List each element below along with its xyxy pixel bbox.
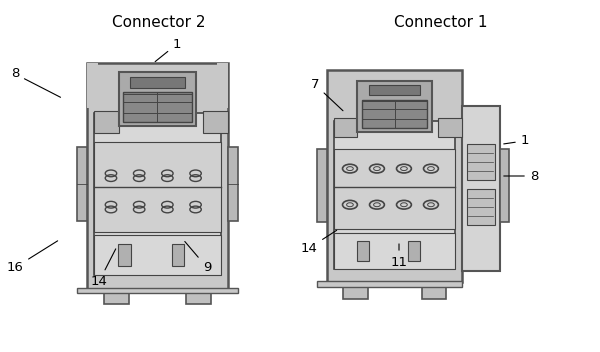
- Text: Connector 2: Connector 2: [112, 15, 206, 30]
- Bar: [94, 142, 221, 232]
- Bar: [358, 81, 431, 132]
- Bar: [124, 92, 191, 122]
- Bar: [462, 106, 500, 271]
- Bar: [408, 241, 420, 261]
- Bar: [334, 121, 455, 269]
- Bar: [467, 189, 495, 225]
- Bar: [203, 111, 228, 133]
- Bar: [228, 147, 238, 221]
- Bar: [357, 241, 369, 261]
- Bar: [104, 289, 130, 304]
- Text: 14: 14: [91, 249, 116, 288]
- Bar: [327, 70, 462, 282]
- Bar: [421, 282, 446, 299]
- Bar: [217, 63, 228, 108]
- Text: 7: 7: [311, 78, 343, 111]
- Bar: [334, 233, 455, 269]
- Bar: [118, 244, 131, 266]
- Bar: [439, 118, 462, 137]
- Text: 8: 8: [504, 170, 538, 182]
- Bar: [94, 111, 119, 133]
- Bar: [343, 282, 368, 299]
- Bar: [119, 73, 196, 126]
- Text: 9: 9: [185, 241, 211, 274]
- Text: Connector 1: Connector 1: [394, 15, 488, 30]
- Bar: [87, 63, 98, 108]
- Text: 1: 1: [504, 134, 529, 147]
- Bar: [94, 234, 221, 275]
- Bar: [130, 77, 185, 88]
- Bar: [317, 281, 462, 287]
- Bar: [186, 289, 211, 304]
- Bar: [77, 147, 87, 221]
- Bar: [362, 100, 427, 127]
- Text: 8: 8: [11, 68, 61, 97]
- Text: 11: 11: [391, 244, 407, 269]
- Bar: [334, 118, 358, 137]
- Bar: [334, 149, 455, 229]
- Bar: [172, 244, 184, 266]
- Bar: [317, 149, 327, 222]
- Bar: [368, 85, 421, 95]
- Bar: [467, 144, 495, 181]
- Bar: [77, 288, 238, 294]
- Text: 14: 14: [301, 230, 337, 254]
- Bar: [87, 63, 228, 289]
- Bar: [94, 113, 221, 275]
- Bar: [500, 149, 509, 222]
- Text: 1: 1: [155, 38, 181, 62]
- Text: 16: 16: [7, 241, 58, 274]
